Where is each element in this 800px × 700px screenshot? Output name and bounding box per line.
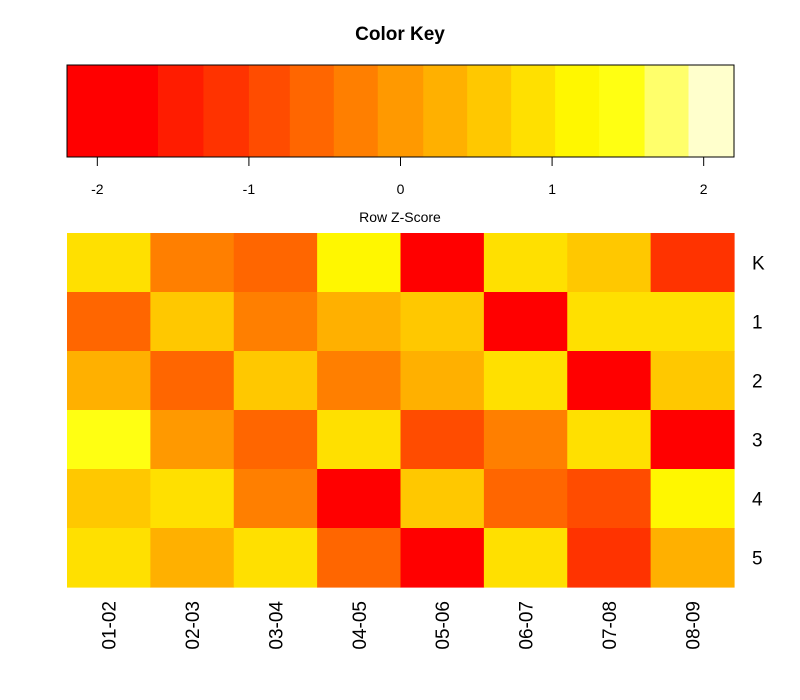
color-key: Color Key -2 -1 0 1 2 Row Z-Score	[66, 24, 735, 225]
heatmap-cell	[567, 528, 652, 588]
heatmap-cell	[67, 233, 151, 293]
heatmap-cell	[483, 528, 568, 588]
heatmap-cell	[567, 469, 652, 529]
heatmap-column-label: 02-03	[183, 601, 204, 650]
heatmap-cell	[150, 469, 235, 529]
color-key-swatch	[377, 65, 424, 157]
heatmap-cell	[233, 469, 318, 529]
heatmap: K 1 2 3 4 5 01-02 02-03 03-04 04-05 05-06 06-07 07-…	[67, 233, 765, 650]
color-key-tick-label: 1	[548, 181, 556, 197]
heatmap-cell	[317, 469, 402, 529]
heatmap-cell	[650, 292, 735, 352]
heatmap-cell	[567, 292, 652, 352]
heatmap-cell	[650, 528, 735, 588]
heatmap-row-label: K	[752, 254, 765, 275]
heatmap-cell	[650, 469, 735, 529]
heatmap-cell	[400, 528, 485, 588]
color-key-swatch	[333, 65, 379, 157]
heatmap-cell	[317, 410, 402, 470]
color-key-tick-label: -2	[91, 181, 104, 197]
heatmap-cell	[150, 292, 235, 352]
heatmap-cell	[483, 351, 568, 411]
heatmap-column-label: 06-07	[517, 601, 538, 650]
heatmap-cell	[67, 351, 151, 411]
heatmap-cell	[317, 351, 402, 411]
color-key-swatch	[423, 65, 468, 157]
heatmap-column-label: 08-09	[683, 601, 704, 650]
heatmap-column-label: 03-04	[266, 601, 287, 650]
color-key-tick-label: 0	[397, 181, 405, 197]
heatmap-cell	[67, 292, 151, 352]
heatmap-cell	[67, 528, 151, 588]
heatmap-cell	[67, 410, 151, 470]
heatmap-cell	[150, 410, 235, 470]
heatmap-row-label: 2	[752, 372, 763, 393]
heatmap-cell	[483, 292, 568, 352]
heatmap-cell	[400, 351, 485, 411]
heatmap-cell	[233, 233, 318, 293]
heatmap-cell	[317, 528, 402, 588]
color-key-swatch	[248, 65, 291, 157]
heatmap-cell	[567, 351, 652, 411]
heatmap-cell	[150, 351, 235, 411]
color-key-swatch	[157, 65, 205, 157]
color-key-bar	[67, 65, 735, 157]
heatmap-cell	[483, 410, 568, 470]
heatmap-row-label: 5	[752, 549, 763, 570]
heatmap-cell	[67, 469, 151, 529]
color-key-swatch	[467, 65, 512, 157]
color-key-swatch	[599, 65, 646, 157]
color-key-tick-label: -1	[243, 181, 256, 197]
heatmap-cell	[317, 233, 402, 293]
color-key-swatch	[203, 65, 250, 157]
heatmap-row-label: 4	[752, 490, 763, 511]
heatmap-cell	[150, 528, 235, 588]
heatmap-cell	[483, 469, 568, 529]
heatmap-cell	[650, 233, 735, 293]
color-key-title: Color Key	[355, 24, 445, 45]
heatmap-column-labels: 01-02 02-03 03-04 04-05 05-06 06-07 07-08 08-09	[100, 601, 705, 650]
heatmap-column-label: 01-02	[100, 601, 121, 650]
color-key-swatch	[67, 65, 159, 157]
heatmap-row-label: 1	[752, 313, 763, 334]
heatmap-cell	[400, 233, 485, 293]
heatmap-row-label: 3	[752, 431, 763, 452]
heatmap-cell	[650, 351, 735, 411]
color-key-swatch	[289, 65, 335, 157]
heatmap-cell	[233, 351, 318, 411]
heatmap-cell	[400, 410, 485, 470]
heatmap-row-labels: K 1 2 3 4 5	[752, 254, 765, 570]
color-key-swatch	[511, 65, 556, 157]
heatmap-cell	[567, 233, 652, 293]
heatmap-column-label: 07-08	[600, 601, 621, 650]
heatmap-cell	[233, 528, 318, 588]
color-key-swatch	[555, 65, 600, 157]
color-key-xlabel: Row Z-Score	[359, 209, 441, 225]
heatmap-cell	[650, 410, 735, 470]
heatmap-cell	[150, 233, 235, 293]
heatmap-cell	[567, 410, 652, 470]
color-key-tick-label: 2	[700, 181, 708, 197]
heatmap-cell	[483, 233, 568, 293]
color-key-swatch	[688, 65, 735, 157]
heatmap-cell	[400, 469, 485, 529]
heatmap-cell	[400, 292, 485, 352]
heatmap-cell	[317, 292, 402, 352]
heatmap-column-label: 04-05	[350, 601, 371, 650]
color-key-swatch	[644, 65, 690, 157]
heatmap-cell	[233, 410, 318, 470]
heatmap-cell	[233, 292, 318, 352]
heatmap-cells	[67, 233, 735, 588]
color-key-ticks: -2 -1 0 1 2	[91, 157, 708, 197]
heatmap-column-label: 05-06	[433, 601, 454, 650]
